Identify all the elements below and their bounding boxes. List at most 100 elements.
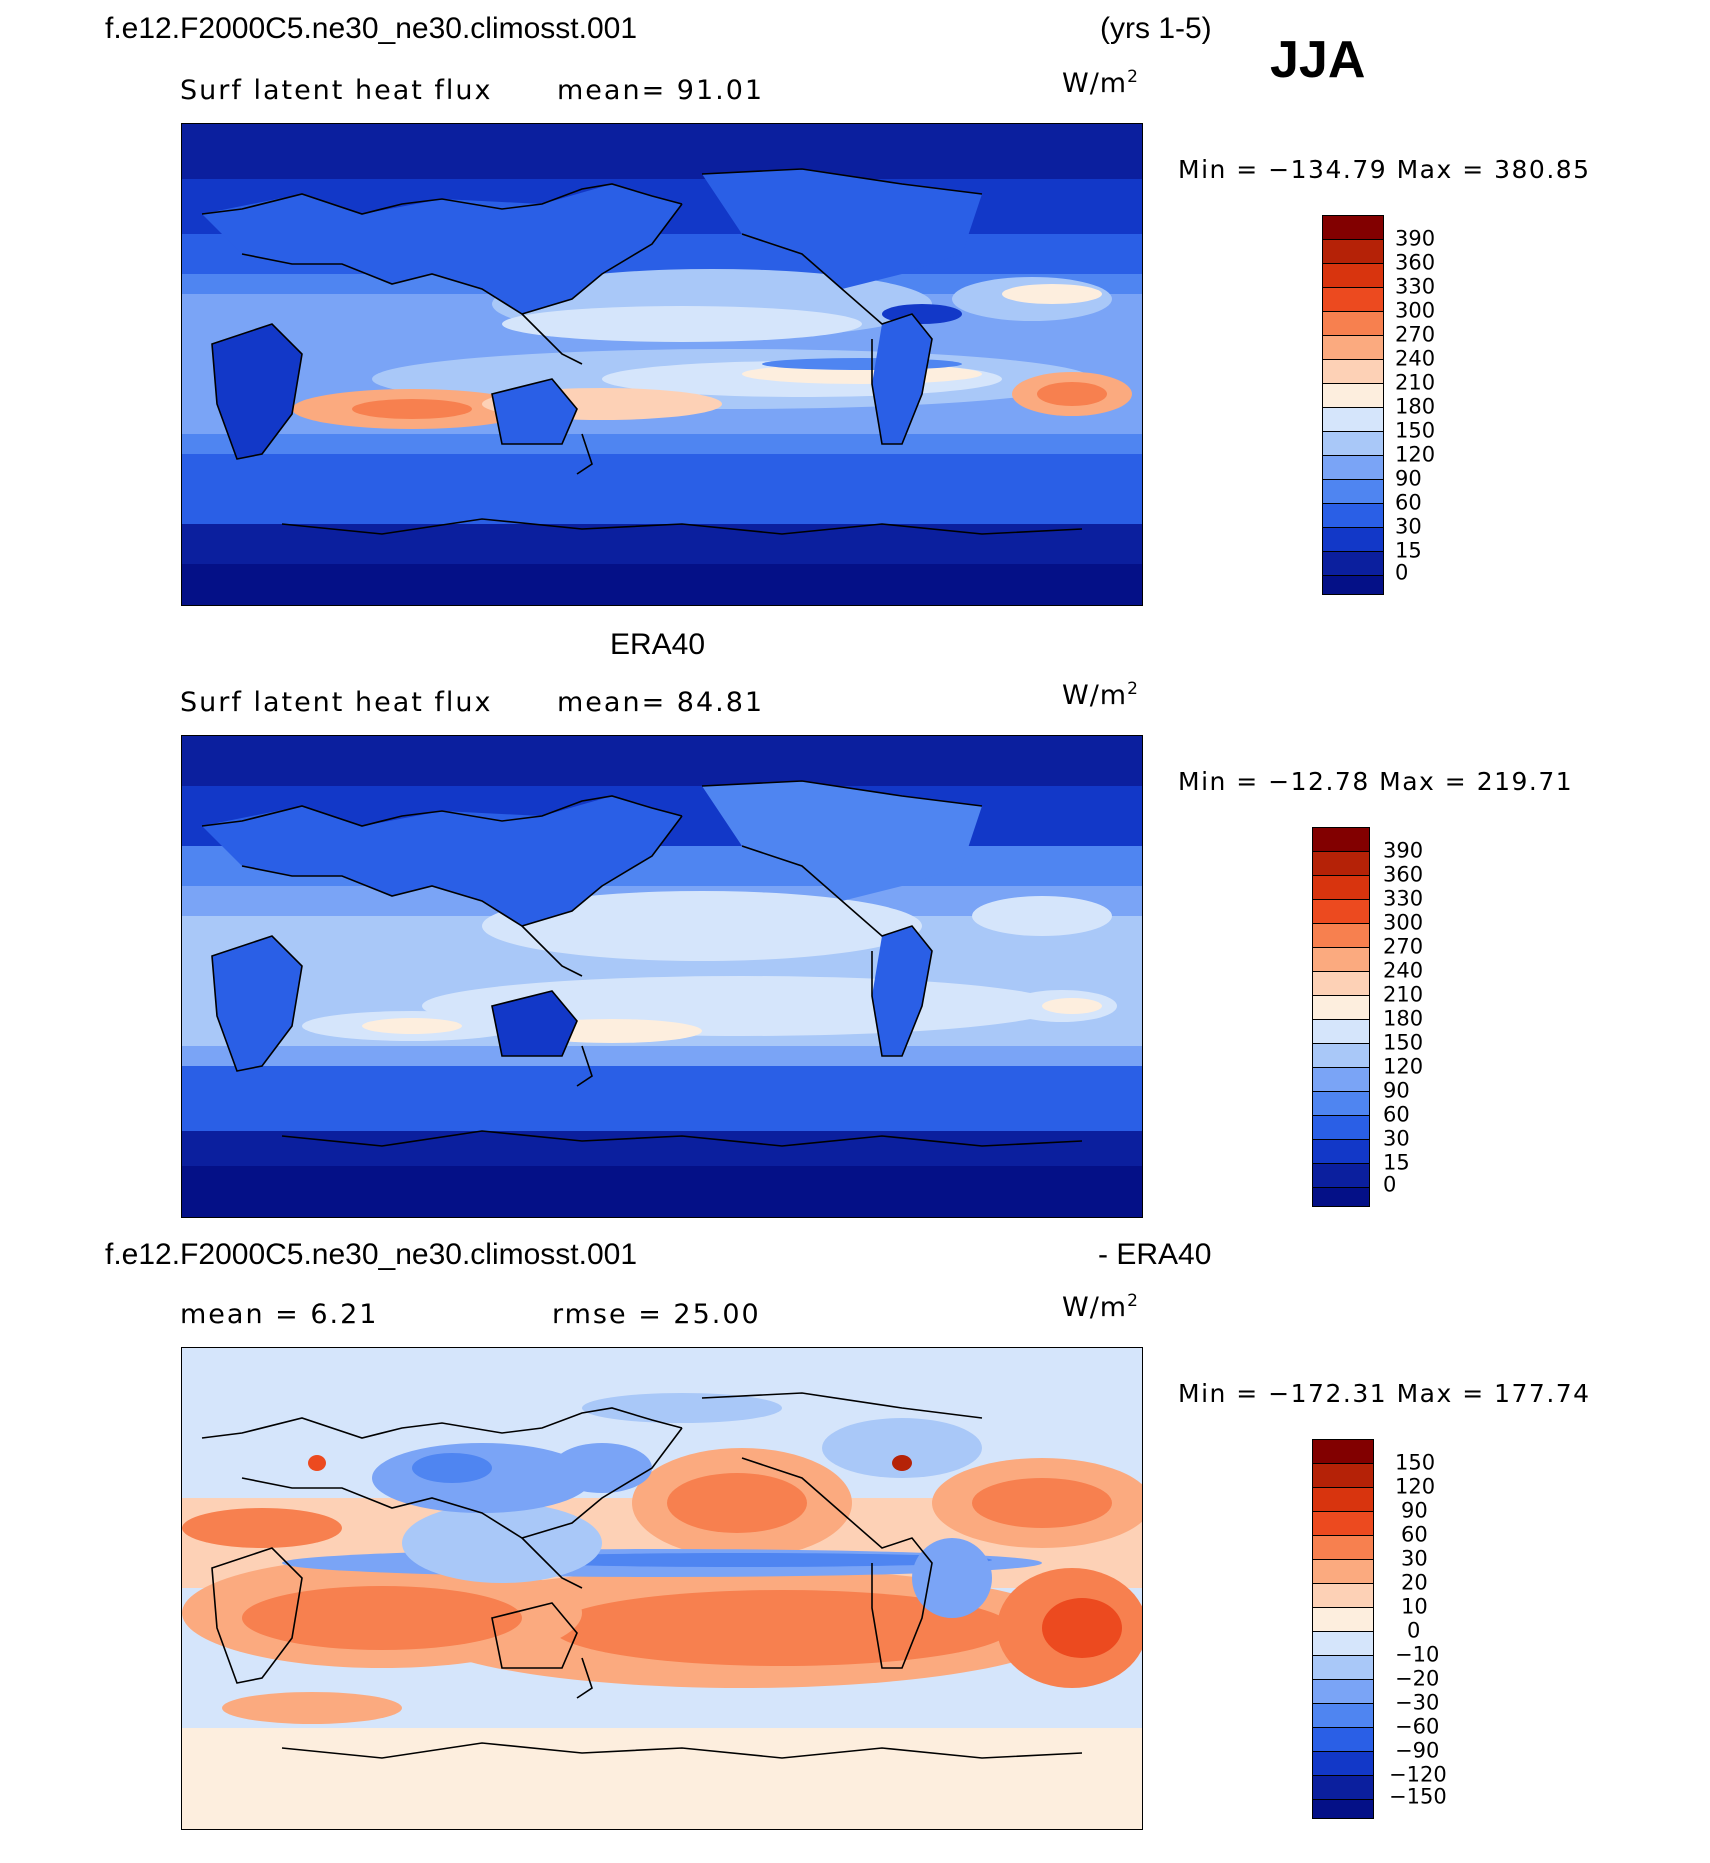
colorbar-swatch xyxy=(1313,1536,1373,1560)
colorbar-swatch xyxy=(1313,1632,1373,1656)
colorbar-tick: −20 xyxy=(1395,1666,1440,1691)
colorbar-tick: 240 xyxy=(1383,958,1424,983)
colorbar-tick: 60 xyxy=(1395,490,1422,515)
colorbar-swatch xyxy=(1313,972,1369,996)
colorbar-swatch xyxy=(1313,1140,1369,1164)
colorbar-swatch xyxy=(1313,924,1369,948)
colorbar-swatch xyxy=(1313,1752,1373,1776)
colorbar-tick: −90 xyxy=(1395,1738,1440,1763)
colorbar-tick: 120 xyxy=(1395,1474,1436,1499)
colorbar-tick: 210 xyxy=(1383,982,1424,1007)
map-difference xyxy=(181,1347,1143,1830)
colorbar-swatch xyxy=(1323,552,1383,576)
colorbar-swatch xyxy=(1313,1704,1373,1728)
colorbar-tick: 90 xyxy=(1395,466,1422,491)
colorbar-tick: 90 xyxy=(1401,1498,1428,1523)
panel2-min-max: Min = −12.78 Max = 219.71 xyxy=(1178,767,1574,796)
colorbar-swatch xyxy=(1323,240,1383,264)
colorbar-swatch xyxy=(1313,1800,1373,1818)
colorbar-tick: 60 xyxy=(1383,1102,1410,1127)
panel3-mean: mean = 6.21 xyxy=(180,1299,379,1330)
colorbar-tick: 300 xyxy=(1383,910,1424,935)
years-label: (yrs 1-5) xyxy=(1100,12,1212,45)
colorbar-tick: 0 xyxy=(1383,1172,1397,1197)
panel2-units: W/m2 xyxy=(1062,679,1139,711)
season-label: JJA xyxy=(1270,31,1366,89)
colorbar-swatch xyxy=(1313,1584,1373,1608)
colorbar-swatch xyxy=(1323,408,1383,432)
colorbar-swatch xyxy=(1313,1728,1373,1752)
colorbar-swatch xyxy=(1323,312,1383,336)
panel3-title-right: - ERA40 xyxy=(1098,1238,1212,1271)
colorbar-tick: 180 xyxy=(1383,1006,1424,1031)
colorbar-tick: 270 xyxy=(1395,322,1436,347)
panel2-variable: Surf latent heat flux xyxy=(180,687,493,718)
colorbar-tick: 0 xyxy=(1407,1618,1421,1643)
colorbar-tick: 390 xyxy=(1395,226,1436,251)
colorbar-swatch xyxy=(1313,996,1369,1020)
panel2-mean: mean= 84.81 xyxy=(557,687,765,718)
colorbar-tick: 90 xyxy=(1383,1078,1410,1103)
colorbar-tick: 150 xyxy=(1395,418,1436,443)
colorbar-swatch xyxy=(1323,360,1383,384)
panel3-units: W/m2 xyxy=(1062,1291,1139,1323)
colorbar-difference xyxy=(1312,1439,1374,1819)
colorbar-tick: −10 xyxy=(1395,1642,1440,1667)
colorbar-tick: −150 xyxy=(1389,1784,1447,1809)
colorbar-swatch xyxy=(1313,1020,1369,1044)
colorbar-swatch xyxy=(1313,1044,1369,1068)
panel3-rmse: rmse = 25.00 xyxy=(552,1299,761,1330)
colorbar-tick: 210 xyxy=(1395,370,1436,395)
colorbar-tick: 150 xyxy=(1395,1450,1436,1475)
colorbar-tick: 270 xyxy=(1383,934,1424,959)
colorbar-obs xyxy=(1312,827,1370,1207)
map-obs-field xyxy=(182,736,1142,1217)
colorbar-swatch xyxy=(1313,1464,1373,1488)
colorbar-tick: 0 xyxy=(1395,560,1409,585)
colorbar-model xyxy=(1322,215,1384,595)
colorbar-tick: 240 xyxy=(1395,346,1436,371)
colorbar-swatch xyxy=(1323,528,1383,552)
panel3-title: f.e12.F2000C5.ne30_ne30.climosst.001 xyxy=(105,1238,638,1271)
colorbar-tick: 60 xyxy=(1401,1522,1428,1547)
colorbar-tick: 20 xyxy=(1401,1570,1428,1595)
map-obs xyxy=(181,735,1143,1218)
colorbar-tick: 10 xyxy=(1401,1594,1428,1619)
panel1-mean: mean= 91.01 xyxy=(557,75,765,106)
panel1-units: W/m2 xyxy=(1062,67,1139,99)
colorbar-swatch xyxy=(1313,1164,1369,1188)
colorbar-swatch xyxy=(1323,336,1383,360)
colorbar-tick: 360 xyxy=(1395,250,1436,275)
colorbar-swatch xyxy=(1313,828,1369,852)
colorbar-swatch xyxy=(1323,480,1383,504)
colorbar-tick: 150 xyxy=(1383,1030,1424,1055)
colorbar-swatch xyxy=(1323,432,1383,456)
map-difference-field xyxy=(182,1348,1142,1829)
colorbar-tick: 30 xyxy=(1383,1126,1410,1151)
colorbar-swatch xyxy=(1313,900,1369,924)
colorbar-swatch xyxy=(1313,876,1369,900)
colorbar-tick: 15 xyxy=(1395,538,1422,563)
map-model xyxy=(181,123,1143,606)
colorbar-swatch xyxy=(1313,1068,1369,1092)
colorbar-swatch xyxy=(1323,576,1383,594)
colorbar-swatch xyxy=(1313,1092,1369,1116)
map-model-field xyxy=(182,124,1142,605)
colorbar-tick: 15 xyxy=(1383,1150,1410,1175)
colorbar-swatch xyxy=(1323,456,1383,480)
colorbar-swatch xyxy=(1313,1488,1373,1512)
colorbar-tick: −60 xyxy=(1395,1714,1440,1739)
colorbar-swatch xyxy=(1313,1680,1373,1704)
colorbar-tick: 180 xyxy=(1395,394,1436,419)
colorbar-tick: 120 xyxy=(1383,1054,1424,1079)
colorbar-swatch xyxy=(1313,1656,1373,1680)
colorbar-swatch xyxy=(1313,1188,1369,1206)
colorbar-tick: 300 xyxy=(1395,298,1436,323)
colorbar-tick: 390 xyxy=(1383,838,1424,863)
colorbar-tick: 30 xyxy=(1395,514,1422,539)
colorbar-tick: 120 xyxy=(1395,442,1436,467)
colorbar-swatch xyxy=(1323,504,1383,528)
colorbar-swatch xyxy=(1323,288,1383,312)
colorbar-swatch xyxy=(1313,948,1369,972)
colorbar-swatch xyxy=(1313,1512,1373,1536)
